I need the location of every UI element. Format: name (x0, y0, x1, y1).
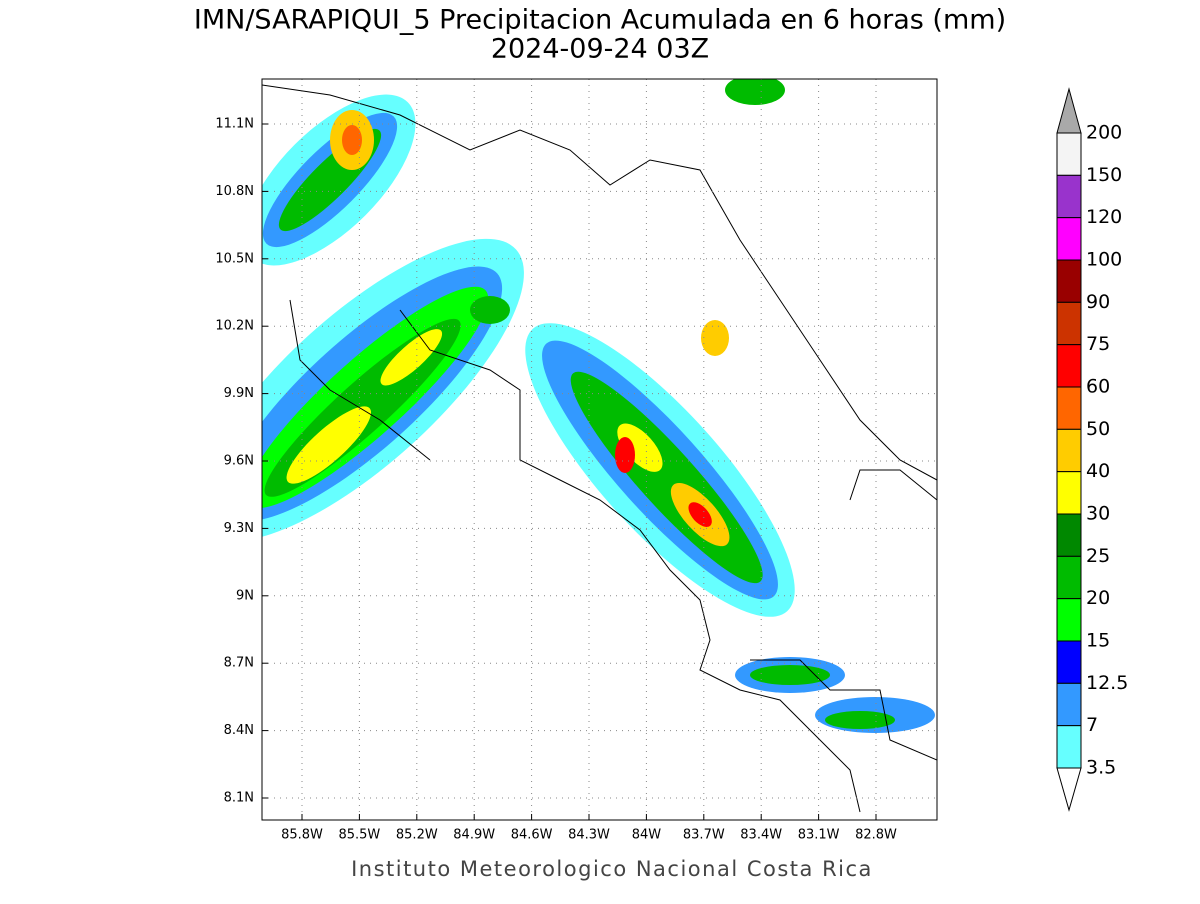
colorbar-label: 15 (1086, 630, 1110, 652)
colorbar-label: 3.5 (1086, 757, 1116, 779)
colorbar-arrow (1056, 87, 1082, 134)
colorbar-segment (1056, 640, 1082, 684)
colorbar-label: 75 (1086, 333, 1110, 355)
lon-label: 84.9W (453, 828, 495, 843)
colorbar: 200 150 120 100 90 75 60 50 40 30 25 20 15 12.5 7 3.5 (1056, 87, 1128, 812)
lat-label: 8.7N (224, 656, 254, 671)
coastlines (262, 84, 937, 813)
colorbar-label: 200 (1086, 122, 1122, 144)
lon-label: 85.5W (338, 828, 380, 843)
footer: Instituto Meteorologico Nacional Costa R… (351, 857, 873, 881)
colorbar-label: 12.5 (1086, 672, 1128, 694)
lat-label: 9.6N (224, 454, 254, 469)
lat-label: 9N (236, 588, 254, 603)
colorbar-segment (1056, 344, 1082, 388)
colorbar-label: 20 (1086, 587, 1110, 609)
lon-label: 85.2W (396, 828, 438, 843)
lon-label: 85.8W (281, 828, 323, 843)
colorbar-segment (1056, 725, 1082, 769)
title: IMN/SARAPIQUI_5 Precipitacion Acumulada … (194, 5, 1006, 36)
colorbar-segment (1056, 555, 1082, 600)
lat-label: 10.8N (215, 184, 254, 199)
lon-label: 83.1W (798, 828, 840, 843)
lat-label: 8.1N (224, 791, 254, 806)
lat-label: 11.1N (215, 117, 254, 132)
lat-label: 10.5N (215, 251, 254, 266)
colorbar-segment (1056, 174, 1082, 219)
colorbar-segment (1056, 301, 1082, 346)
subtitle: 2024-09-24 03Z (491, 34, 709, 65)
colorbar-label: 25 (1086, 545, 1110, 567)
lon-label: 83.7W (683, 828, 725, 843)
colorbar-label: 150 (1086, 164, 1122, 186)
colorbar-segment (1056, 513, 1082, 557)
colorbar-segment (1056, 598, 1082, 642)
colorbar-segment (1056, 132, 1082, 176)
lat-label: 9.9N (224, 386, 254, 401)
colorbar-arrow (1056, 767, 1082, 812)
colorbar-label: 90 (1086, 291, 1110, 313)
colorbar-segment (1056, 217, 1082, 261)
colorbar-segment (1056, 259, 1082, 303)
colorbar-segment (1056, 386, 1082, 430)
colorbar-segment (1056, 471, 1082, 515)
lat-label: 9.3N (224, 521, 254, 536)
colorbar-label: 40 (1086, 460, 1110, 482)
lon-label: 84W (632, 828, 662, 843)
plot-frame (261, 78, 938, 821)
lon-label: 84.3W (568, 828, 610, 843)
colorbar-label: 50 (1086, 418, 1110, 440)
colorbar-segment (1056, 682, 1082, 727)
colorbar-segment (1056, 428, 1082, 473)
colorbar-label: 7 (1086, 714, 1098, 736)
colorbar-label: 100 (1086, 249, 1122, 271)
graticule: 11.1N 10.8N 10.5N 10.2N 9.9N 9.6N 9.3N 9N 8.7N 8.… (215, 79, 937, 843)
lon-label: 83.4W (740, 828, 782, 843)
lon-label: 84.6W (511, 828, 553, 843)
colorbar-label: 30 (1086, 503, 1110, 525)
lat-label: 10.2N (215, 319, 254, 334)
colorbar-label: 120 (1086, 206, 1122, 228)
lon-label: 82.8W (855, 828, 897, 843)
precipitation-field (262, 79, 935, 733)
lat-label: 8.4N (224, 723, 254, 738)
colorbar-label: 60 (1086, 376, 1110, 398)
